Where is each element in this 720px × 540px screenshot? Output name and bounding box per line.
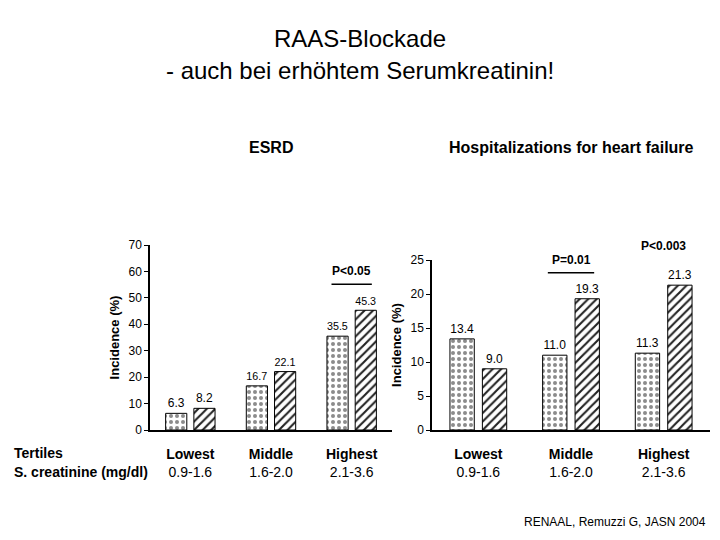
svg-text:P<0.05: P<0.05	[332, 264, 371, 278]
svg-text:Tertiles: Tertiles	[14, 445, 63, 461]
svg-text:16.7: 16.7	[246, 370, 267, 382]
svg-text:25: 25	[410, 253, 424, 267]
svg-text:Hospitalizations for heart fai: Hospitalizations for heart failure	[449, 139, 694, 156]
svg-text:P<0.003: P<0.003	[641, 239, 686, 253]
svg-text:20: 20	[128, 370, 142, 384]
svg-text:ESRD: ESRD	[249, 139, 293, 156]
svg-text:11.0: 11.0	[543, 338, 566, 352]
svg-text:22.1: 22.1	[275, 356, 296, 368]
svg-text:21.3: 21.3	[668, 268, 692, 282]
svg-text:11.3: 11.3	[636, 336, 659, 350]
svg-text:Highest2.1-3.6: Highest2.1-3.6	[326, 446, 378, 480]
svg-text:35.5: 35.5	[327, 320, 348, 332]
svg-text:P=0.01: P=0.01	[552, 253, 591, 267]
svg-text:5: 5	[417, 389, 424, 403]
svg-text:10: 10	[410, 355, 424, 369]
svg-text:Lowest0.9-1.6: Lowest0.9-1.6	[454, 446, 503, 480]
svg-text:60: 60	[128, 265, 142, 279]
svg-text:Middle1.6-2.0: Middle1.6-2.0	[549, 446, 594, 480]
svg-text:19.3: 19.3	[575, 282, 599, 296]
svg-text:8.2: 8.2	[196, 391, 213, 405]
svg-text:6.3: 6.3	[168, 396, 185, 410]
svg-text:70: 70	[128, 238, 142, 252]
svg-text:9.0: 9.0	[486, 352, 503, 366]
svg-text:RAAS-Blockade: RAAS-Blockade	[274, 25, 446, 52]
svg-text:Lowest0.9-1.6: Lowest0.9-1.6	[166, 446, 215, 480]
svg-text:RENAAL, Remuzzi G, JASN 2004: RENAAL, Remuzzi G, JASN 2004	[524, 515, 706, 529]
svg-text:10: 10	[128, 397, 142, 411]
svg-text:Middle1.6-2.0: Middle1.6-2.0	[249, 446, 294, 480]
svg-text:- auch bei erhöhtem Serumkreat: - auch bei erhöhtem Serumkreatinin!	[166, 57, 554, 84]
svg-text:45.3: 45.3	[355, 295, 376, 307]
svg-text:50: 50	[128, 291, 142, 305]
svg-text:0: 0	[135, 423, 142, 437]
svg-text:0: 0	[417, 423, 424, 437]
svg-text:Highest2.1-3.6: Highest2.1-3.6	[638, 446, 690, 480]
svg-text:S. creatinine (mg/dl): S. creatinine (mg/dl)	[14, 464, 148, 480]
svg-text:15: 15	[410, 321, 424, 335]
svg-text:20: 20	[410, 287, 424, 301]
svg-text:Incidence (%): Incidence (%)	[389, 303, 404, 387]
svg-text:13.4: 13.4	[450, 322, 474, 336]
svg-text:Incidence (%): Incidence (%)	[107, 296, 122, 380]
svg-text:40: 40	[128, 317, 142, 331]
svg-text:30: 30	[128, 344, 142, 358]
